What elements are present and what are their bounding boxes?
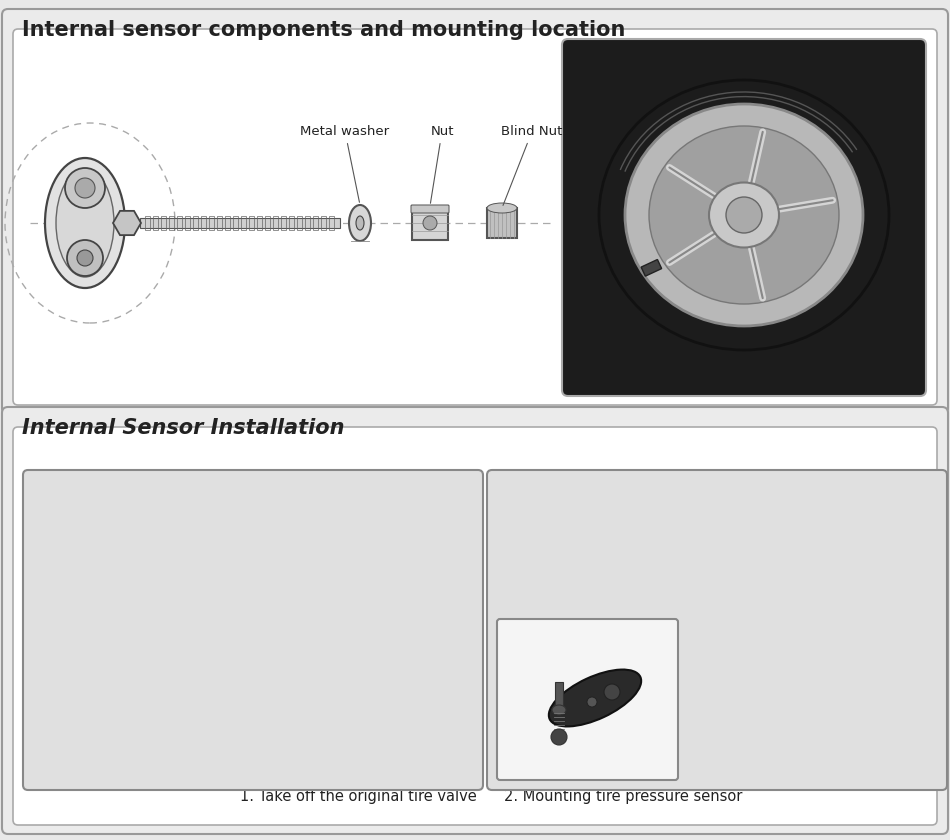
Text: 2. Mounting tire pressure sensor: 2. Mounting tire pressure sensor [504, 789, 742, 804]
Bar [273, 216, 278, 230]
Wedge shape [535, 486, 777, 718]
Ellipse shape [599, 80, 889, 350]
Bar [487, 208, 517, 238]
Bar [412, 206, 448, 240]
FancyBboxPatch shape [13, 29, 937, 405]
Bar [249, 216, 254, 230]
Circle shape [423, 216, 437, 230]
Bar [233, 216, 238, 230]
Circle shape [726, 197, 762, 233]
Ellipse shape [45, 158, 125, 288]
Circle shape [67, 240, 103, 276]
Ellipse shape [349, 205, 371, 241]
Bar [281, 216, 286, 230]
FancyBboxPatch shape [411, 205, 449, 213]
Bar [185, 216, 190, 230]
Wedge shape [528, 540, 722, 735]
Bar [153, 216, 158, 230]
Bar [241, 216, 246, 230]
FancyBboxPatch shape [497, 619, 678, 780]
Ellipse shape [709, 182, 779, 248]
Ellipse shape [56, 169, 114, 277]
Ellipse shape [625, 104, 863, 326]
Ellipse shape [649, 126, 839, 304]
Circle shape [604, 684, 620, 700]
Ellipse shape [356, 216, 364, 230]
Text: Metal washer: Metal washer [300, 125, 389, 202]
Bar [641, 260, 661, 276]
Bar [161, 216, 166, 230]
Circle shape [65, 168, 105, 208]
Bar [321, 216, 326, 230]
Bar [265, 216, 270, 230]
Bar [225, 216, 230, 230]
Bar [140, 218, 340, 228]
Bar [555, 682, 563, 710]
FancyBboxPatch shape [13, 427, 937, 825]
Bar [313, 216, 318, 230]
Bar [169, 216, 174, 230]
Bar [193, 216, 198, 230]
Text: 1. Take off the original tire valve: 1. Take off the original tire valve [240, 789, 477, 804]
Ellipse shape [552, 705, 566, 715]
Text: Blind Nut: Blind Nut [502, 125, 562, 206]
FancyBboxPatch shape [487, 470, 947, 790]
FancyBboxPatch shape [23, 470, 483, 790]
Bar [201, 216, 206, 230]
Bar [257, 216, 262, 230]
Text: Nut: Nut [430, 125, 454, 203]
Bar [305, 216, 310, 230]
Bar [177, 216, 182, 230]
Wedge shape [537, 467, 795, 713]
FancyBboxPatch shape [2, 9, 948, 414]
Circle shape [77, 250, 93, 266]
Text: Internal sensor components and mounting location: Internal sensor components and mounting … [22, 20, 625, 40]
Bar [209, 216, 214, 230]
Circle shape [551, 729, 567, 745]
Wedge shape [538, 395, 866, 712]
Bar [145, 216, 150, 230]
Bar [289, 216, 294, 230]
Ellipse shape [487, 203, 517, 213]
FancyBboxPatch shape [2, 407, 948, 834]
Circle shape [587, 697, 597, 707]
Ellipse shape [549, 669, 641, 727]
Circle shape [75, 178, 95, 198]
Text: Internal Sensor Installation: Internal Sensor Installation [22, 418, 345, 438]
Bar [217, 216, 222, 230]
Bar [329, 216, 334, 230]
FancyBboxPatch shape [562, 39, 926, 396]
Bar [297, 216, 302, 230]
